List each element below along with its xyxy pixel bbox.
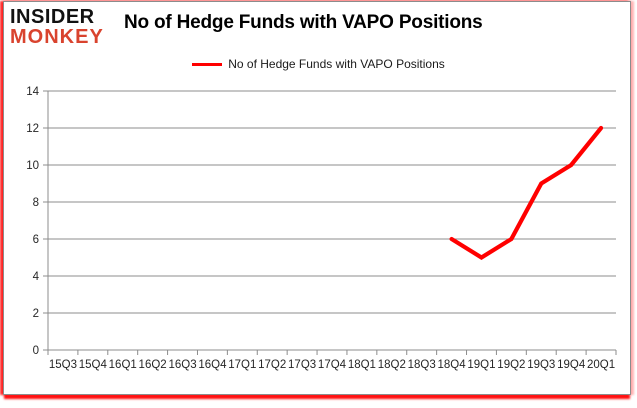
svg-text:19Q1: 19Q1 bbox=[467, 359, 495, 371]
svg-text:15Q3: 15Q3 bbox=[49, 359, 77, 371]
svg-text:18Q2: 18Q2 bbox=[378, 359, 406, 371]
svg-text:17Q2: 17Q2 bbox=[258, 359, 286, 371]
svg-text:2: 2 bbox=[33, 308, 39, 320]
legend-label: No of Hedge Funds with VAPO Positions bbox=[228, 57, 445, 71]
chart-title: No of Hedge Funds with VAPO Positions bbox=[124, 12, 483, 33]
chart-panel bbox=[3, 1, 631, 395]
logo-monkey-text: MONKEY bbox=[10, 26, 104, 48]
svg-text:0: 0 bbox=[33, 345, 39, 357]
svg-text:14: 14 bbox=[26, 86, 39, 98]
svg-text:19Q4: 19Q4 bbox=[557, 359, 586, 371]
svg-text:6: 6 bbox=[33, 234, 39, 246]
legend: No of Hedge Funds with VAPO Positions bbox=[0, 57, 637, 71]
svg-text:20Q1: 20Q1 bbox=[587, 359, 615, 371]
svg-text:15Q4: 15Q4 bbox=[79, 359, 108, 371]
svg-text:16Q3: 16Q3 bbox=[168, 359, 196, 371]
svg-text:19Q3: 19Q3 bbox=[527, 359, 555, 371]
svg-text:10: 10 bbox=[26, 160, 39, 172]
svg-text:4: 4 bbox=[33, 271, 40, 283]
svg-text:18Q1: 18Q1 bbox=[348, 359, 376, 371]
svg-text:17Q4: 17Q4 bbox=[318, 359, 347, 371]
legend-line-swatch bbox=[192, 62, 223, 66]
svg-text:8: 8 bbox=[33, 197, 39, 209]
svg-text:17Q3: 17Q3 bbox=[288, 359, 316, 371]
svg-text:16Q2: 16Q2 bbox=[139, 359, 167, 371]
svg-text:18Q3: 18Q3 bbox=[408, 359, 436, 371]
svg-text:17Q1: 17Q1 bbox=[228, 359, 256, 371]
svg-text:18Q4: 18Q4 bbox=[438, 359, 467, 371]
logo-insider-text: INSIDER bbox=[10, 6, 95, 28]
insider-monkey-logo: INSIDER MONKEY bbox=[10, 7, 104, 47]
svg-text:16Q4: 16Q4 bbox=[198, 359, 227, 371]
svg-text:19Q2: 19Q2 bbox=[497, 359, 525, 371]
svg-text:16Q1: 16Q1 bbox=[109, 359, 137, 371]
svg-text:12: 12 bbox=[26, 123, 39, 135]
